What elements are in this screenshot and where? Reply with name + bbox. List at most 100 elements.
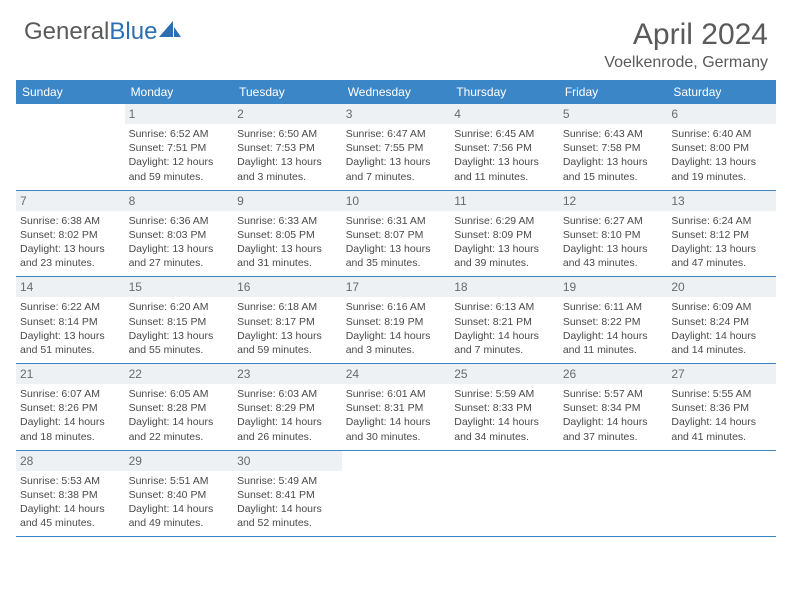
daylight-line: Daylight: 14 hours bbox=[346, 329, 447, 343]
day-number: 11 bbox=[450, 191, 559, 211]
day-cell: 5Sunrise: 6:43 AMSunset: 7:58 PMDaylight… bbox=[559, 104, 668, 190]
day-cell: 19Sunrise: 6:11 AMSunset: 8:22 PMDayligh… bbox=[559, 277, 668, 364]
sunrise-line: Sunrise: 6:07 AM bbox=[20, 387, 121, 401]
day-cell bbox=[559, 450, 668, 537]
sunset-line: Sunset: 8:36 PM bbox=[671, 401, 772, 415]
daylight-line: and 59 minutes. bbox=[129, 170, 230, 184]
day-cell: 16Sunrise: 6:18 AMSunset: 8:17 PMDayligh… bbox=[233, 277, 342, 364]
day-number: 20 bbox=[667, 277, 776, 297]
sunset-line: Sunset: 8:10 PM bbox=[563, 228, 664, 242]
sunset-line: Sunset: 8:40 PM bbox=[129, 488, 230, 502]
day-number: 3 bbox=[342, 104, 451, 124]
day-cell bbox=[342, 450, 451, 537]
day-number: 4 bbox=[450, 104, 559, 124]
daylight-line: Daylight: 14 hours bbox=[671, 415, 772, 429]
sunrise-line: Sunrise: 6:50 AM bbox=[237, 127, 338, 141]
sunrise-line: Sunrise: 6:52 AM bbox=[129, 127, 230, 141]
day-header: Wednesday bbox=[342, 80, 451, 104]
sunrise-line: Sunrise: 6:09 AM bbox=[671, 300, 772, 314]
week-row: 7Sunrise: 6:38 AMSunset: 8:02 PMDaylight… bbox=[16, 190, 776, 277]
sunrise-line: Sunrise: 6:27 AM bbox=[563, 214, 664, 228]
day-cell: 1Sunrise: 6:52 AMSunset: 7:51 PMDaylight… bbox=[125, 104, 234, 190]
sunrise-line: Sunrise: 6:24 AM bbox=[671, 214, 772, 228]
day-cell: 29Sunrise: 5:51 AMSunset: 8:40 PMDayligh… bbox=[125, 450, 234, 537]
day-number: 25 bbox=[450, 364, 559, 384]
day-number: 17 bbox=[342, 277, 451, 297]
daylight-line: and 47 minutes. bbox=[671, 256, 772, 270]
week-row: 21Sunrise: 6:07 AMSunset: 8:26 PMDayligh… bbox=[16, 364, 776, 451]
sunrise-line: Sunrise: 6:20 AM bbox=[129, 300, 230, 314]
day-number: 21 bbox=[16, 364, 125, 384]
sunrise-line: Sunrise: 6:43 AM bbox=[563, 127, 664, 141]
sunrise-line: Sunrise: 5:55 AM bbox=[671, 387, 772, 401]
day-number: 24 bbox=[342, 364, 451, 384]
day-cell: 2Sunrise: 6:50 AMSunset: 7:53 PMDaylight… bbox=[233, 104, 342, 190]
sunrise-line: Sunrise: 6:38 AM bbox=[20, 214, 121, 228]
sunset-line: Sunset: 7:58 PM bbox=[563, 141, 664, 155]
sunset-line: Sunset: 8:22 PM bbox=[563, 315, 664, 329]
sunset-line: Sunset: 8:31 PM bbox=[346, 401, 447, 415]
day-number: 14 bbox=[16, 277, 125, 297]
sunset-line: Sunset: 8:05 PM bbox=[237, 228, 338, 242]
sunset-line: Sunset: 8:28 PM bbox=[129, 401, 230, 415]
day-number: 19 bbox=[559, 277, 668, 297]
daylight-line: and 3 minutes. bbox=[346, 343, 447, 357]
daylight-line: and 35 minutes. bbox=[346, 256, 447, 270]
sunset-line: Sunset: 7:56 PM bbox=[454, 141, 555, 155]
daylight-line: Daylight: 14 hours bbox=[563, 415, 664, 429]
day-cell: 6Sunrise: 6:40 AMSunset: 8:00 PMDaylight… bbox=[667, 104, 776, 190]
daylight-line: and 52 minutes. bbox=[237, 516, 338, 530]
daylight-line: and 31 minutes. bbox=[237, 256, 338, 270]
daylight-line: Daylight: 13 hours bbox=[563, 242, 664, 256]
day-cell: 10Sunrise: 6:31 AMSunset: 8:07 PMDayligh… bbox=[342, 190, 451, 277]
sunset-line: Sunset: 8:07 PM bbox=[346, 228, 447, 242]
day-cell: 4Sunrise: 6:45 AMSunset: 7:56 PMDaylight… bbox=[450, 104, 559, 190]
daylight-line: and 59 minutes. bbox=[237, 343, 338, 357]
day-number: 29 bbox=[125, 451, 234, 471]
daylight-line: Daylight: 14 hours bbox=[237, 502, 338, 516]
week-row: 1Sunrise: 6:52 AMSunset: 7:51 PMDaylight… bbox=[16, 104, 776, 190]
daylight-line: Daylight: 13 hours bbox=[454, 242, 555, 256]
sunrise-line: Sunrise: 6:22 AM bbox=[20, 300, 121, 314]
day-cell: 7Sunrise: 6:38 AMSunset: 8:02 PMDaylight… bbox=[16, 190, 125, 277]
daylight-line: and 11 minutes. bbox=[454, 170, 555, 184]
sunrise-line: Sunrise: 6:13 AM bbox=[454, 300, 555, 314]
daylight-line: and 27 minutes. bbox=[129, 256, 230, 270]
daylight-line: and 15 minutes. bbox=[563, 170, 664, 184]
day-number: 23 bbox=[233, 364, 342, 384]
sunset-line: Sunset: 8:09 PM bbox=[454, 228, 555, 242]
sunrise-line: Sunrise: 6:29 AM bbox=[454, 214, 555, 228]
daylight-line: Daylight: 13 hours bbox=[346, 155, 447, 169]
day-number: 15 bbox=[125, 277, 234, 297]
day-number: 28 bbox=[16, 451, 125, 471]
sunrise-line: Sunrise: 6:40 AM bbox=[671, 127, 772, 141]
daylight-line: Daylight: 14 hours bbox=[563, 329, 664, 343]
day-cell: 12Sunrise: 6:27 AMSunset: 8:10 PMDayligh… bbox=[559, 190, 668, 277]
day-number: 5 bbox=[559, 104, 668, 124]
sunset-line: Sunset: 8:15 PM bbox=[129, 315, 230, 329]
sunset-line: Sunset: 8:12 PM bbox=[671, 228, 772, 242]
day-cell: 28Sunrise: 5:53 AMSunset: 8:38 PMDayligh… bbox=[16, 450, 125, 537]
sunset-line: Sunset: 8:41 PM bbox=[237, 488, 338, 502]
daylight-line: and 22 minutes. bbox=[129, 430, 230, 444]
day-cell: 26Sunrise: 5:57 AMSunset: 8:34 PMDayligh… bbox=[559, 364, 668, 451]
sunset-line: Sunset: 7:55 PM bbox=[346, 141, 447, 155]
day-number: 8 bbox=[125, 191, 234, 211]
daylight-line: Daylight: 14 hours bbox=[20, 415, 121, 429]
daylight-line: Daylight: 13 hours bbox=[671, 242, 772, 256]
day-number: 7 bbox=[16, 191, 125, 211]
daylight-line: and 23 minutes. bbox=[20, 256, 121, 270]
daylight-line: and 30 minutes. bbox=[346, 430, 447, 444]
day-number: 9 bbox=[233, 191, 342, 211]
sunrise-line: Sunrise: 5:53 AM bbox=[20, 474, 121, 488]
daylight-line: and 26 minutes. bbox=[237, 430, 338, 444]
sunrise-line: Sunrise: 6:16 AM bbox=[346, 300, 447, 314]
daylight-line: Daylight: 13 hours bbox=[20, 329, 121, 343]
day-header: Monday bbox=[125, 80, 234, 104]
daylight-line: and 41 minutes. bbox=[671, 430, 772, 444]
sunset-line: Sunset: 8:14 PM bbox=[20, 315, 121, 329]
month-title: April 2024 bbox=[604, 18, 768, 52]
daylight-line: and 45 minutes. bbox=[20, 516, 121, 530]
sunset-line: Sunset: 8:29 PM bbox=[237, 401, 338, 415]
day-number: 10 bbox=[342, 191, 451, 211]
